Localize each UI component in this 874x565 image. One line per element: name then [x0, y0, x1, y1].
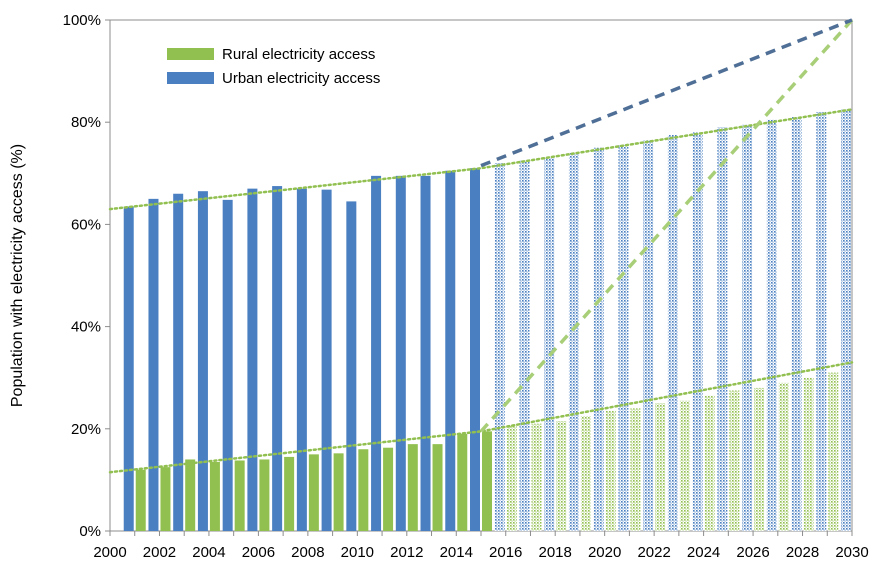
- bar-rural-electricity-access-2023: [679, 400, 690, 531]
- y-tick-label: 80%: [71, 114, 101, 131]
- bar-rural-electricity-access-2019: [580, 416, 591, 531]
- plot-area: [109, 19, 853, 532]
- y-tick-label: 60%: [71, 216, 101, 233]
- bar-urban-electricity-access-2004: [197, 191, 208, 531]
- dotted-trend-rural-electricity-access-0: [108, 361, 854, 474]
- bar-rural-electricity-access-2003: [185, 459, 196, 531]
- bar-rural-electricity-access-2004: [209, 462, 220, 531]
- bar-rural-electricity-access-2007: [284, 456, 295, 531]
- bar-urban-electricity-access-2021: [618, 145, 629, 531]
- bar-rural-electricity-access-2006: [259, 459, 270, 531]
- bar-urban-electricity-access-2005: [222, 199, 233, 531]
- x-tick-label: 2012: [390, 544, 423, 561]
- bar-rural-electricity-access-2018: [556, 421, 567, 531]
- bar-rural-electricity-access-2009: [333, 453, 344, 531]
- bar-urban-electricity-access-2023: [667, 134, 678, 531]
- x-tick-label: 2016: [489, 544, 522, 561]
- x-tick-label: 2000: [93, 544, 126, 561]
- legend-label-urban-electricity-access: Urban electricity access: [222, 70, 380, 87]
- bar-rural-electricity-access-2012: [407, 444, 418, 531]
- dashed-trend-rural-electricity-access-2: [479, 18, 854, 433]
- bar-rural-electricity-access-2028: [803, 377, 814, 531]
- bars-group: [123, 109, 851, 532]
- bar-rural-electricity-access-2027: [778, 382, 789, 531]
- dotted-trend-urban-electricity-access-1: [108, 108, 854, 211]
- y-tick-label: 0%: [79, 523, 101, 540]
- bar-urban-electricity-access-2006: [247, 188, 258, 531]
- plot-border: [109, 19, 853, 532]
- bar-rural-electricity-access-2013: [432, 444, 443, 531]
- bar-urban-electricity-access-2015: [470, 168, 480, 531]
- bar-rural-electricity-access-2011: [383, 447, 394, 531]
- bar-rural-electricity-access-2017: [531, 423, 542, 531]
- bar-urban-electricity-access-2020: [593, 147, 604, 531]
- x-tick-label: 2006: [242, 544, 275, 561]
- x-tick-label: 2020: [588, 544, 621, 561]
- x-tick-label: 2024: [687, 544, 720, 561]
- bar-urban-electricity-access-2010: [346, 201, 357, 531]
- bar-urban-electricity-access-2016: [494, 163, 505, 531]
- bar-rural-electricity-access-2010: [358, 449, 369, 531]
- bar-urban-electricity-access-2029: [816, 111, 827, 531]
- x-tick-label: 2028: [786, 544, 819, 561]
- bar-rural-electricity-access-2008: [308, 454, 319, 531]
- bar-urban-electricity-access-2027: [766, 119, 777, 531]
- bar-rural-electricity-access-2022: [655, 403, 666, 531]
- bar-urban-electricity-access-2014: [445, 170, 456, 531]
- bar-rural-electricity-access-2029: [828, 372, 839, 531]
- bar-rural-electricity-access-2016: [506, 426, 517, 531]
- bar-rural-electricity-access-2021: [630, 408, 641, 531]
- legend: Rural electricity access Urban electricit…: [167, 46, 380, 87]
- bar-rural-electricity-access-2015: [482, 431, 492, 531]
- bar-rural-electricity-access-2005: [234, 460, 245, 531]
- x-tick-label: 2002: [143, 544, 176, 561]
- bar-urban-electricity-access-2024: [692, 132, 703, 532]
- y-axis-title: Population with electricity access (%): [9, 144, 26, 407]
- bar-urban-electricity-access-2019: [568, 152, 579, 532]
- bar-urban-electricity-access-2012: [395, 175, 406, 532]
- y-tick-label: 40%: [71, 319, 101, 336]
- bar-urban-electricity-access-2011: [371, 175, 382, 532]
- bar-urban-electricity-access-2008: [296, 188, 307, 531]
- bar-urban-electricity-access-2013: [420, 175, 431, 532]
- bar-urban-electricity-access-2002: [148, 198, 159, 531]
- x-tick-label: 2022: [637, 544, 670, 561]
- bar-urban-electricity-access-2026: [742, 124, 753, 531]
- legend-label-rural-electricity-access: Rural electricity access: [222, 46, 375, 63]
- bar-urban-electricity-access-2009: [321, 189, 332, 531]
- bar-urban-electricity-access-2028: [791, 117, 802, 531]
- bar-rural-electricity-access-2024: [704, 395, 715, 531]
- bar-rural-electricity-access-2020: [605, 410, 616, 531]
- bar-urban-electricity-access-2017: [519, 160, 530, 531]
- x-tick-label: 2010: [341, 544, 374, 561]
- bar-urban-electricity-access-2007: [272, 186, 283, 531]
- bar-urban-electricity-access-2003: [173, 193, 184, 532]
- bar-rural-electricity-access-2002: [160, 467, 171, 532]
- bar-urban-electricity-access-2018: [544, 157, 555, 531]
- bar-rural-electricity-access-2001: [135, 469, 146, 531]
- bar-rural-electricity-access-2014: [457, 433, 468, 531]
- bar-urban-electricity-access-2001: [123, 206, 134, 531]
- x-tick-label: 2014: [440, 544, 473, 561]
- bar-urban-electricity-access-2025: [717, 127, 728, 531]
- bar-urban-electricity-access-2030: [841, 109, 851, 532]
- x-tick-label: 2004: [192, 544, 225, 561]
- x-tick-label: 2008: [291, 544, 324, 561]
- dashed-trend-urban-electricity-access-3: [480, 18, 853, 168]
- x-tick-label: 2026: [736, 544, 769, 561]
- legend-swatch-urban-electricity-access: [167, 72, 214, 84]
- x-tick-label: 2030: [835, 544, 868, 561]
- bar-urban-electricity-access-2022: [643, 140, 654, 531]
- trend-lines-group: [108, 18, 854, 474]
- bar-rural-electricity-access-2026: [754, 387, 765, 531]
- y-tick-label: 20%: [71, 421, 101, 438]
- axes-group: 0% 20% 40% 60% 80% 100% 2000 2002 2004 2006 2008 20…: [63, 12, 869, 561]
- y-tick-label: 100%: [63, 12, 101, 29]
- x-tick-label: 2018: [539, 544, 572, 561]
- bar-rural-electricity-access-2025: [729, 390, 740, 531]
- legend-swatch-rural-electricity-access: [167, 48, 214, 60]
